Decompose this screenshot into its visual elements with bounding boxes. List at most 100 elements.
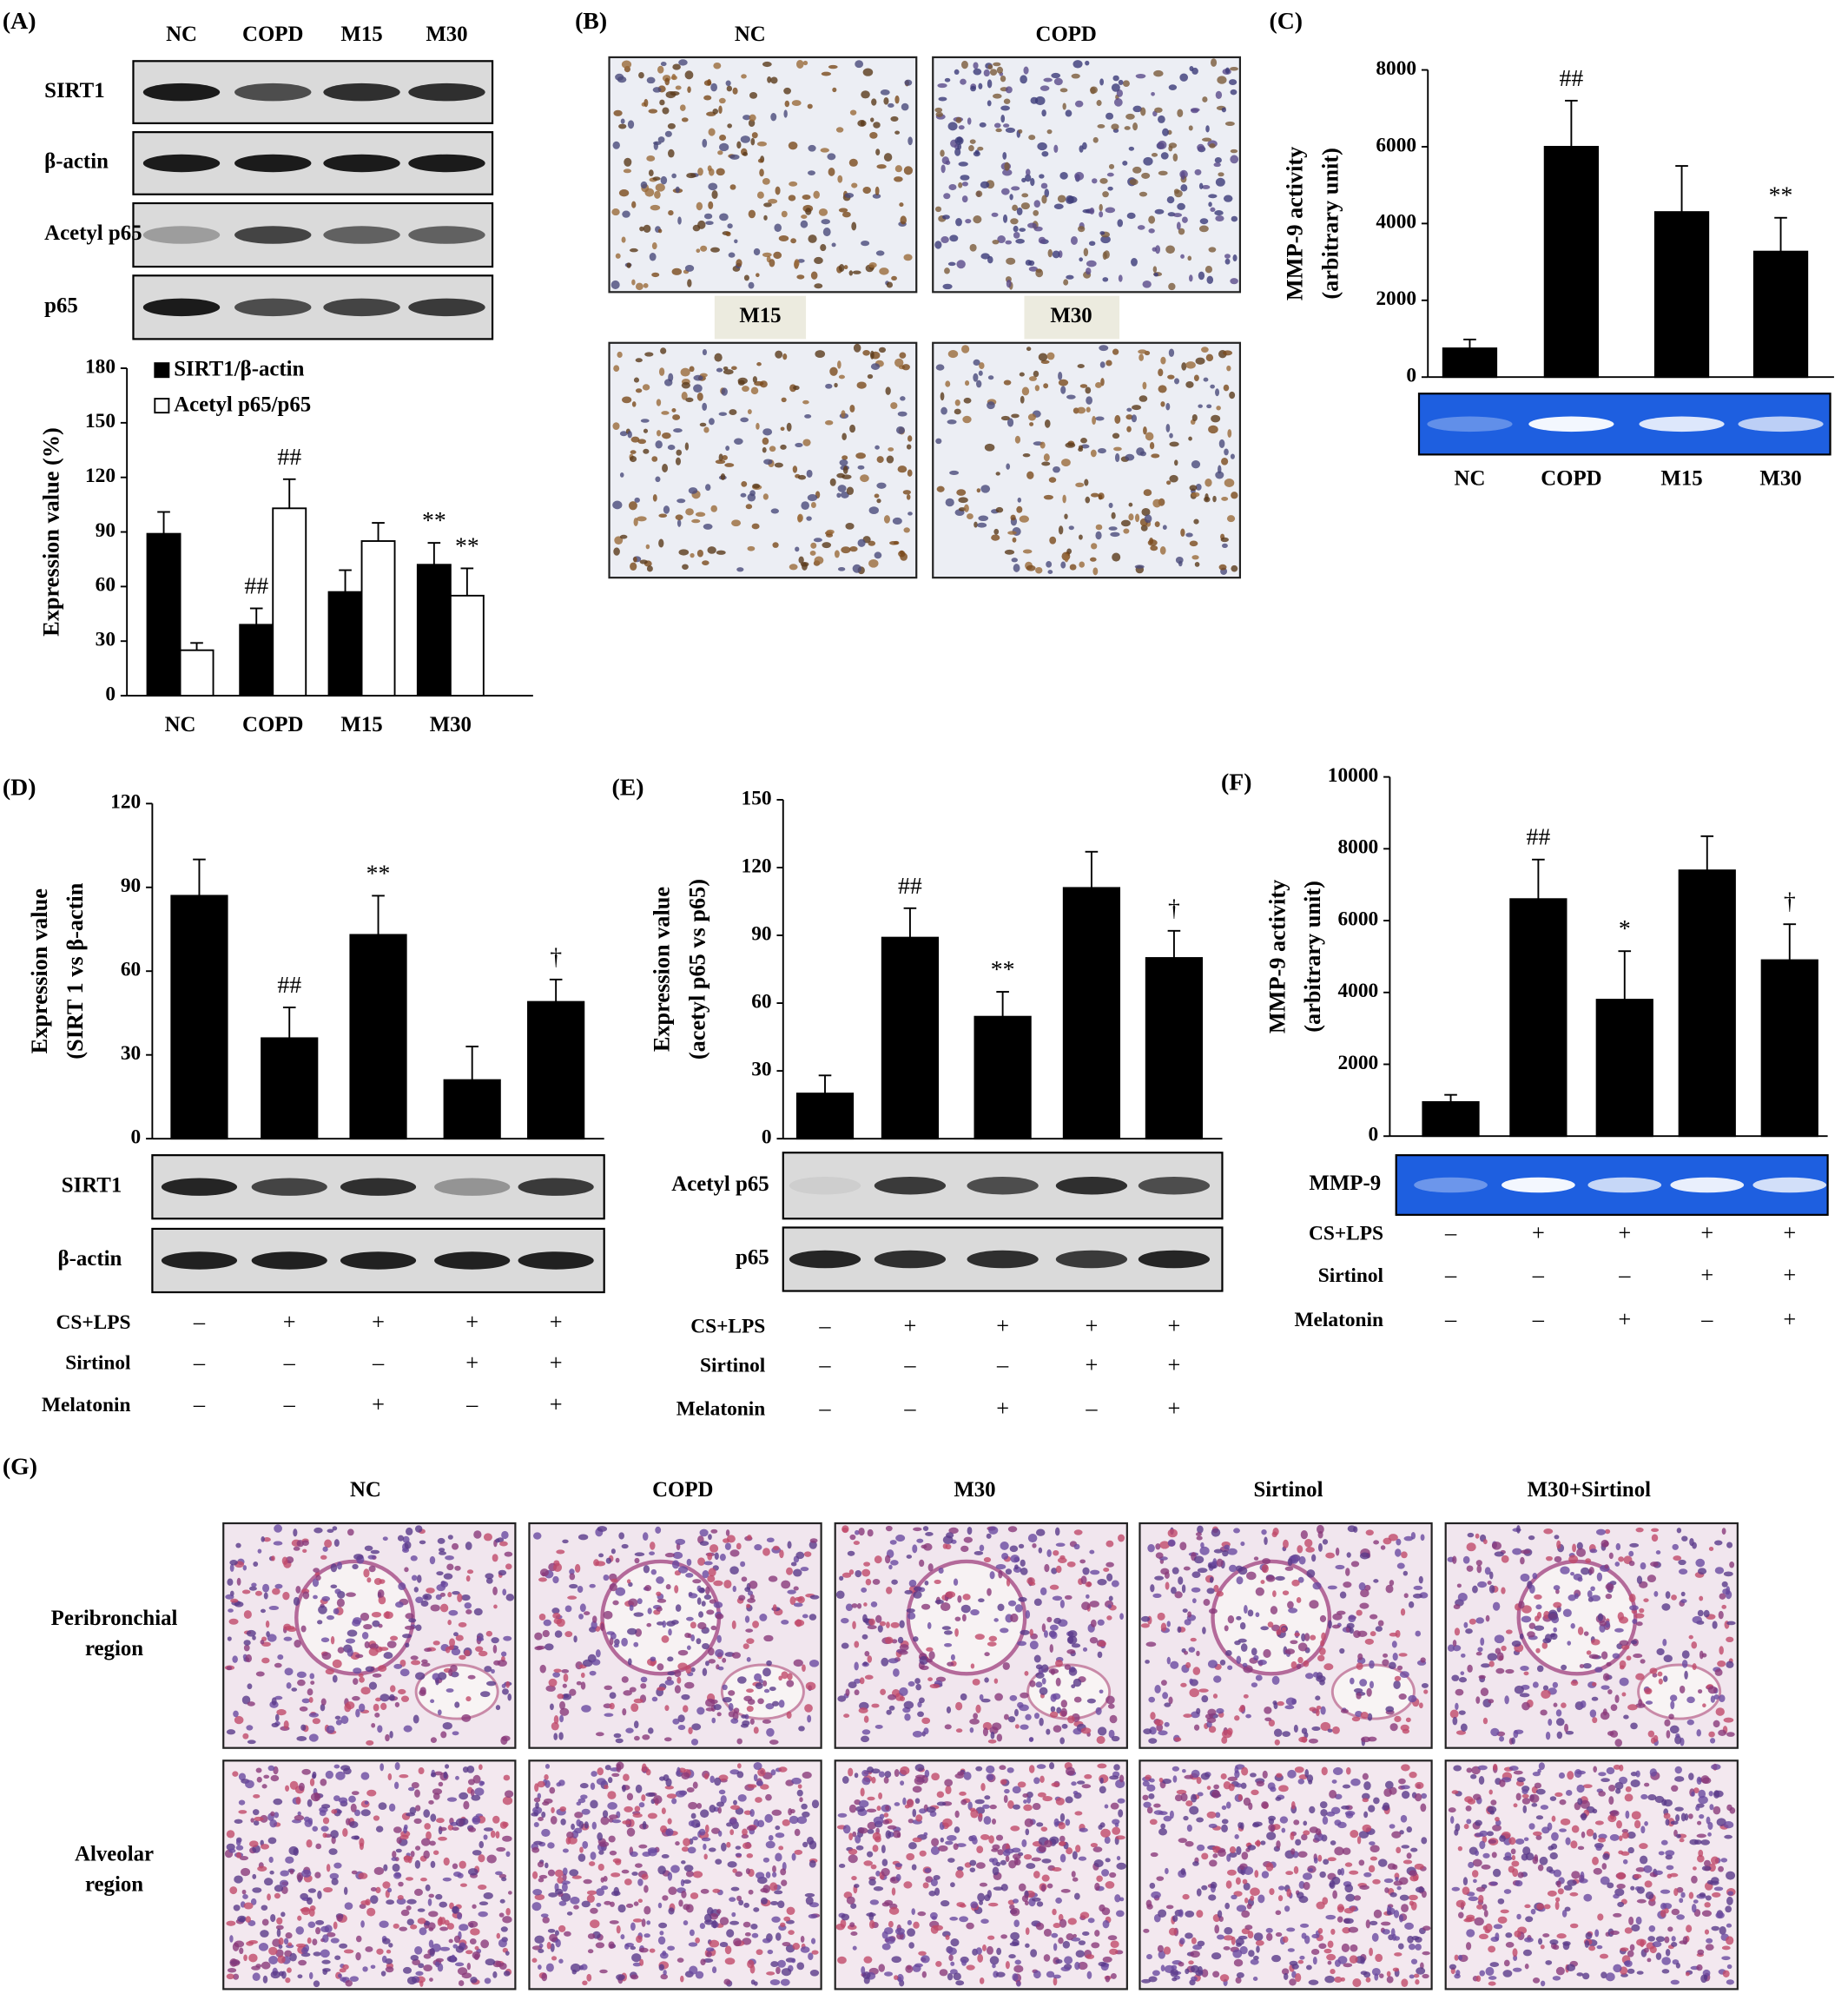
- cell: [979, 1900, 984, 1905]
- cell: [1236, 1655, 1242, 1665]
- cell: [689, 1965, 698, 1975]
- cell: [728, 252, 736, 258]
- cell: [978, 1812, 983, 1818]
- cell: [663, 1970, 667, 1976]
- cell: [1148, 1738, 1158, 1744]
- cell: [500, 1736, 508, 1746]
- cell: [681, 1846, 690, 1852]
- cell: [681, 1860, 686, 1865]
- cell: [894, 1927, 905, 1935]
- significance: **: [422, 507, 446, 534]
- cell: [245, 1654, 253, 1663]
- cell: [1467, 1532, 1475, 1538]
- cell: [853, 343, 861, 353]
- cell: [334, 1588, 341, 1594]
- cell: [958, 497, 968, 504]
- band: [1055, 1250, 1128, 1269]
- cell: [1095, 1707, 1102, 1715]
- treatment-sign: +: [1618, 1220, 1631, 1245]
- cell: [657, 430, 662, 437]
- cell: [733, 1938, 742, 1947]
- cell: [710, 1528, 718, 1534]
- cell: [250, 1898, 257, 1905]
- cell: [261, 1535, 265, 1542]
- cell: [483, 1891, 493, 1899]
- cell: [1168, 84, 1178, 90]
- cell: [253, 1561, 259, 1568]
- cell: [980, 1834, 990, 1840]
- cell: [413, 1818, 422, 1825]
- cell: [716, 550, 726, 555]
- cell: [945, 1840, 954, 1845]
- cell: [837, 566, 846, 571]
- cell: [1021, 1839, 1027, 1847]
- cell: [1134, 564, 1145, 569]
- cell: [1166, 1621, 1171, 1627]
- cell: [1560, 1566, 1570, 1575]
- cell: [1161, 1680, 1167, 1687]
- cell: [1293, 1724, 1298, 1733]
- cell: [340, 1715, 349, 1725]
- cell: [950, 1654, 955, 1661]
- cell: [1075, 1845, 1081, 1853]
- cell: [1075, 1950, 1085, 1958]
- cell: [1191, 459, 1201, 469]
- cell: [894, 1769, 900, 1778]
- cell: [891, 1579, 898, 1585]
- cell: [553, 1715, 559, 1725]
- cell: [1155, 1552, 1164, 1559]
- cell: [757, 1819, 765, 1828]
- cell: [917, 1711, 924, 1718]
- cell: [1591, 1696, 1599, 1701]
- cell: [578, 1534, 589, 1541]
- cell: [1039, 1687, 1048, 1695]
- cell: [232, 1771, 239, 1777]
- cell: [1166, 196, 1175, 204]
- cell: [230, 1598, 239, 1603]
- cell: [293, 1546, 300, 1551]
- cell: [991, 212, 999, 217]
- treatment-sign: +: [1086, 1352, 1099, 1377]
- cell: [564, 1605, 572, 1613]
- cell: [940, 1601, 951, 1612]
- cell: [428, 1927, 434, 1931]
- cell: [573, 1827, 583, 1834]
- cell: [598, 1553, 604, 1558]
- cell: [676, 498, 686, 504]
- cell: [889, 540, 899, 545]
- cell: [808, 234, 817, 243]
- cell: [475, 1646, 484, 1653]
- cell: [736, 1895, 742, 1902]
- cell: [242, 1565, 248, 1571]
- cell: [780, 444, 787, 450]
- panel-label: (F): [1221, 769, 1251, 796]
- y-tick-label: 0: [1369, 1124, 1379, 1146]
- cell: [1545, 1731, 1551, 1740]
- cell: [672, 1718, 680, 1725]
- cell: [1094, 1882, 1100, 1891]
- cell: [969, 1859, 977, 1866]
- cell: [875, 149, 881, 155]
- cell: [1669, 1725, 1680, 1734]
- cell: [301, 1947, 308, 1954]
- cell: [1306, 1569, 1316, 1578]
- cell: [423, 1964, 432, 1972]
- cell: [769, 446, 776, 452]
- cell: [867, 1766, 874, 1773]
- cell: [368, 1565, 376, 1573]
- cell: [446, 1563, 454, 1571]
- cell: [1294, 1632, 1301, 1637]
- cell: [389, 1693, 395, 1701]
- cell: [1467, 1664, 1473, 1673]
- cell: [1078, 445, 1084, 450]
- cell: [1059, 1600, 1065, 1608]
- cell: [1475, 1651, 1482, 1656]
- cell: [385, 1733, 390, 1742]
- cell: [1092, 1846, 1103, 1852]
- cell: [633, 1735, 640, 1741]
- cell: [1066, 1766, 1075, 1776]
- cell: [1052, 1908, 1057, 1916]
- cell: [1183, 1713, 1192, 1718]
- cell: [633, 1641, 639, 1647]
- cell: [1228, 79, 1238, 85]
